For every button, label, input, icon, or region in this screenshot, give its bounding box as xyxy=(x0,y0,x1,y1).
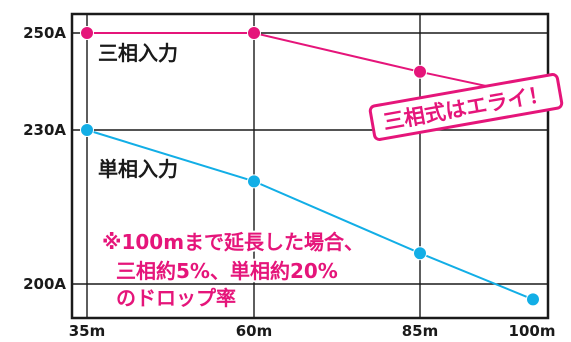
data-point xyxy=(413,246,427,261)
badge-box xyxy=(368,73,564,141)
x-tick-label: 60m xyxy=(236,322,273,340)
plot-frame xyxy=(70,12,550,320)
series-line xyxy=(86,129,534,301)
note-line: ※100mまで延長した場合、 xyxy=(102,230,364,254)
note-line: のドロップ率 xyxy=(116,286,236,310)
data-point xyxy=(80,26,94,40)
data-point xyxy=(413,64,427,79)
x-tick-label: 100m xyxy=(509,322,556,340)
series-label: 三相入力 xyxy=(98,41,178,65)
series-line xyxy=(87,32,534,98)
data-point xyxy=(526,292,540,307)
x-tick-label: 85m xyxy=(402,322,439,340)
data-point xyxy=(80,123,94,137)
series-label: 単相入力 xyxy=(98,157,178,181)
y-tick-label: 200A xyxy=(23,275,66,293)
data-point xyxy=(247,26,261,40)
y-tick-label: 230A xyxy=(23,121,66,139)
data-point xyxy=(247,174,261,189)
x-tick-label: 35m xyxy=(69,322,106,340)
note-line: 三相約5%、単相約20% xyxy=(116,259,338,283)
y-tick-label: 250A xyxy=(23,24,66,42)
